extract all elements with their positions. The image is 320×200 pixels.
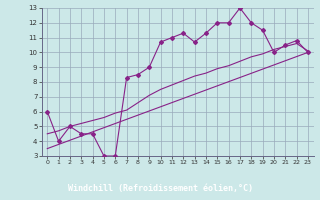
Text: Windchill (Refroidissement éolien,°C): Windchill (Refroidissement éolien,°C) — [68, 184, 252, 193]
